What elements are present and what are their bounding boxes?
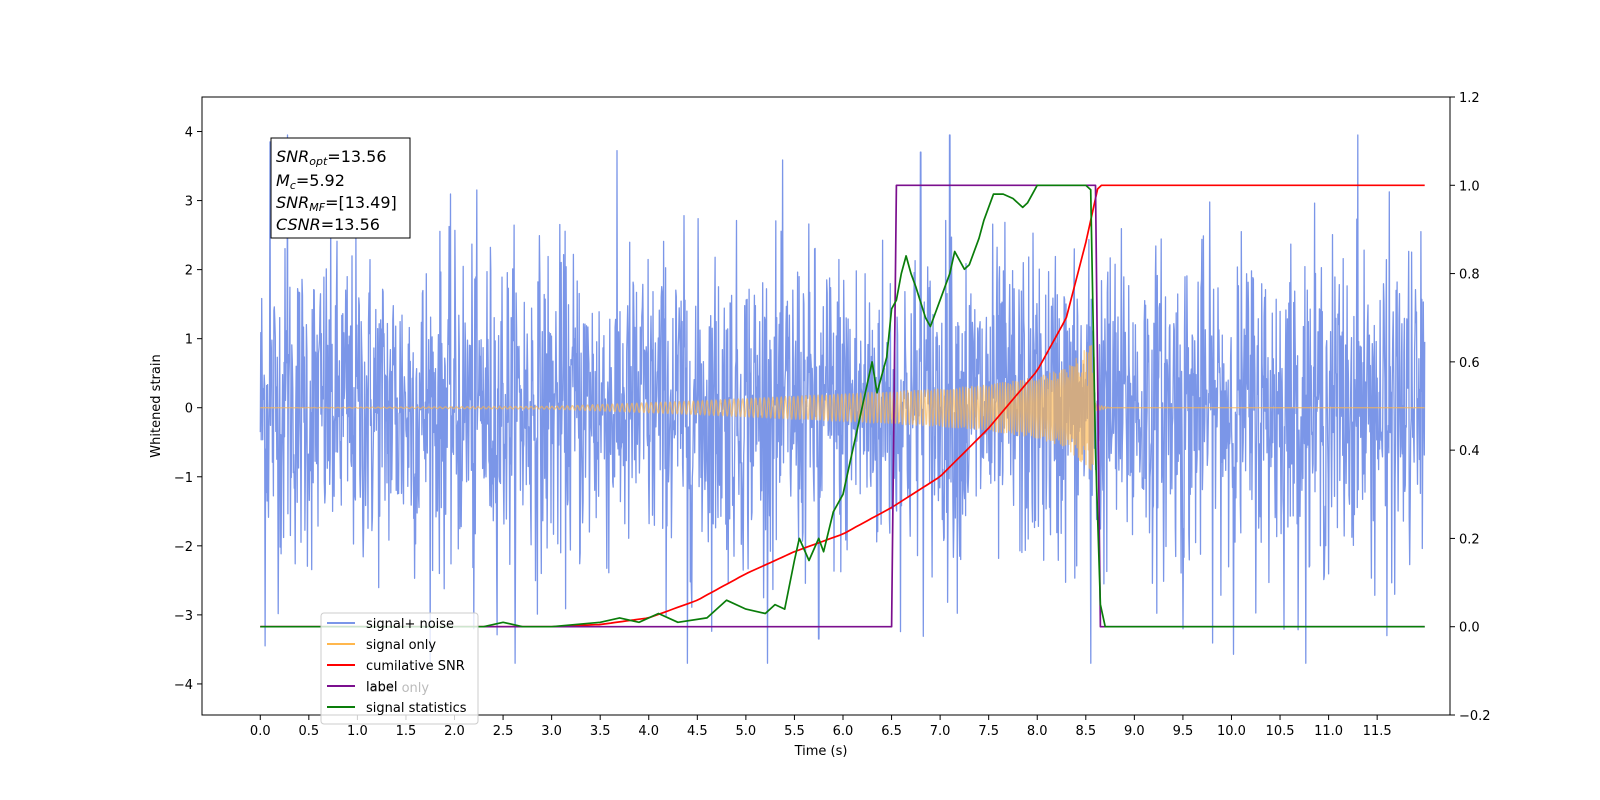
x-tick-label: 11.0 (1314, 724, 1343, 739)
x-tick-label: 10.5 (1266, 724, 1295, 739)
legend-label: cumilative SNR (366, 659, 465, 674)
y-tick-label: −2 (174, 540, 193, 555)
mc-annotation: Mc=5.92 (276, 171, 345, 192)
x-tick-label: 11.5 (1363, 724, 1392, 739)
x-tick-label: 1.0 (347, 724, 368, 739)
y-tick-label: 0 (185, 402, 193, 417)
y2-tick-label: 1.0 (1459, 179, 1480, 194)
x-tick-label: 3.0 (541, 724, 562, 739)
x-tick-label: 6.5 (881, 724, 902, 739)
legend-hidden-text: label only (366, 681, 429, 696)
x-tick-label: 9.0 (1124, 724, 1145, 739)
x-tick-label: 1.5 (396, 724, 417, 739)
x-axis-label: Time (s) (794, 744, 848, 759)
metrics-annotation-box: SNRopt=13.56 Mc=5.92 SNRMF=[13.49] CSNR=… (270, 137, 411, 239)
y-axis-left: 4 3 2 1 0 −1 −2 −3 −4 (174, 126, 202, 693)
y-tick-label: −4 (174, 678, 193, 693)
y2-tick-label: 0.2 (1459, 532, 1480, 547)
x-tick-label: 5.5 (784, 724, 805, 739)
x-tick-label: 10.0 (1217, 724, 1246, 739)
legend-label: signal only (366, 638, 436, 653)
y-tick-label: 1 (185, 333, 193, 348)
series-layer (259, 134, 1426, 664)
legend-label: signal statistics (366, 701, 467, 716)
y-tick-label: 2 (185, 264, 193, 279)
x-tick-label: 0.5 (298, 724, 319, 739)
y-axis-label: Whitened strain (149, 354, 164, 457)
y-tick-label: 4 (185, 126, 193, 141)
x-axis: 0.0 0.5 1.0 1.5 2.0 2.5 3.0 3.5 4.0 4.5 5.0 5.5 6.0 6… (250, 715, 1392, 739)
y-tick-label: −1 (174, 471, 193, 486)
x-tick-label: 7.0 (930, 724, 951, 739)
x-tick-label: 4.5 (687, 724, 708, 739)
y-tick-label: −3 (174, 609, 193, 624)
legend-label: signal+ noise (366, 617, 454, 632)
legend: label only signal+ noise signal only cumil… (320, 612, 479, 725)
x-tick-label: 2.0 (444, 724, 465, 739)
legend-label: label (366, 680, 397, 695)
x-tick-label: 8.5 (1075, 724, 1096, 739)
csnr-annotation: CSNR=13.56 (276, 215, 380, 234)
x-tick-label: 0.0 (250, 724, 271, 739)
y2-tick-label: 0.6 (1459, 356, 1480, 371)
series-line-signal-only (260, 344, 1425, 471)
snr-opt-annotation: SNRopt=13.56 (276, 147, 387, 168)
x-tick-label: 4.0 (638, 724, 659, 739)
y-axis-right: 1.2 1.0 0.8 0.6 0.4 0.2 0.0 −0.2 (1450, 91, 1491, 724)
series-line-signal-statistics (260, 184, 1425, 628)
snr-mf-annotation: SNRMF=[13.49] (276, 193, 397, 214)
axes-frame (201, 96, 1451, 716)
x-tick-label: 6.0 (833, 724, 854, 739)
x-tick-label: 7.5 (978, 724, 999, 739)
x-tick-label: 9.5 (1173, 724, 1194, 739)
y-tick-label: 3 (185, 195, 193, 210)
x-tick-label: 3.5 (590, 724, 611, 739)
y2-tick-label: 0.4 (1459, 444, 1480, 459)
x-tick-label: 8.0 (1027, 724, 1048, 739)
y2-tick-label: −0.2 (1459, 709, 1491, 724)
y2-tick-label: 0.8 (1459, 268, 1480, 283)
x-tick-label: 2.5 (493, 724, 514, 739)
y2-tick-label: 0.0 (1459, 621, 1480, 636)
y2-tick-label: 1.2 (1459, 91, 1480, 106)
x-tick-label: 5.0 (736, 724, 757, 739)
